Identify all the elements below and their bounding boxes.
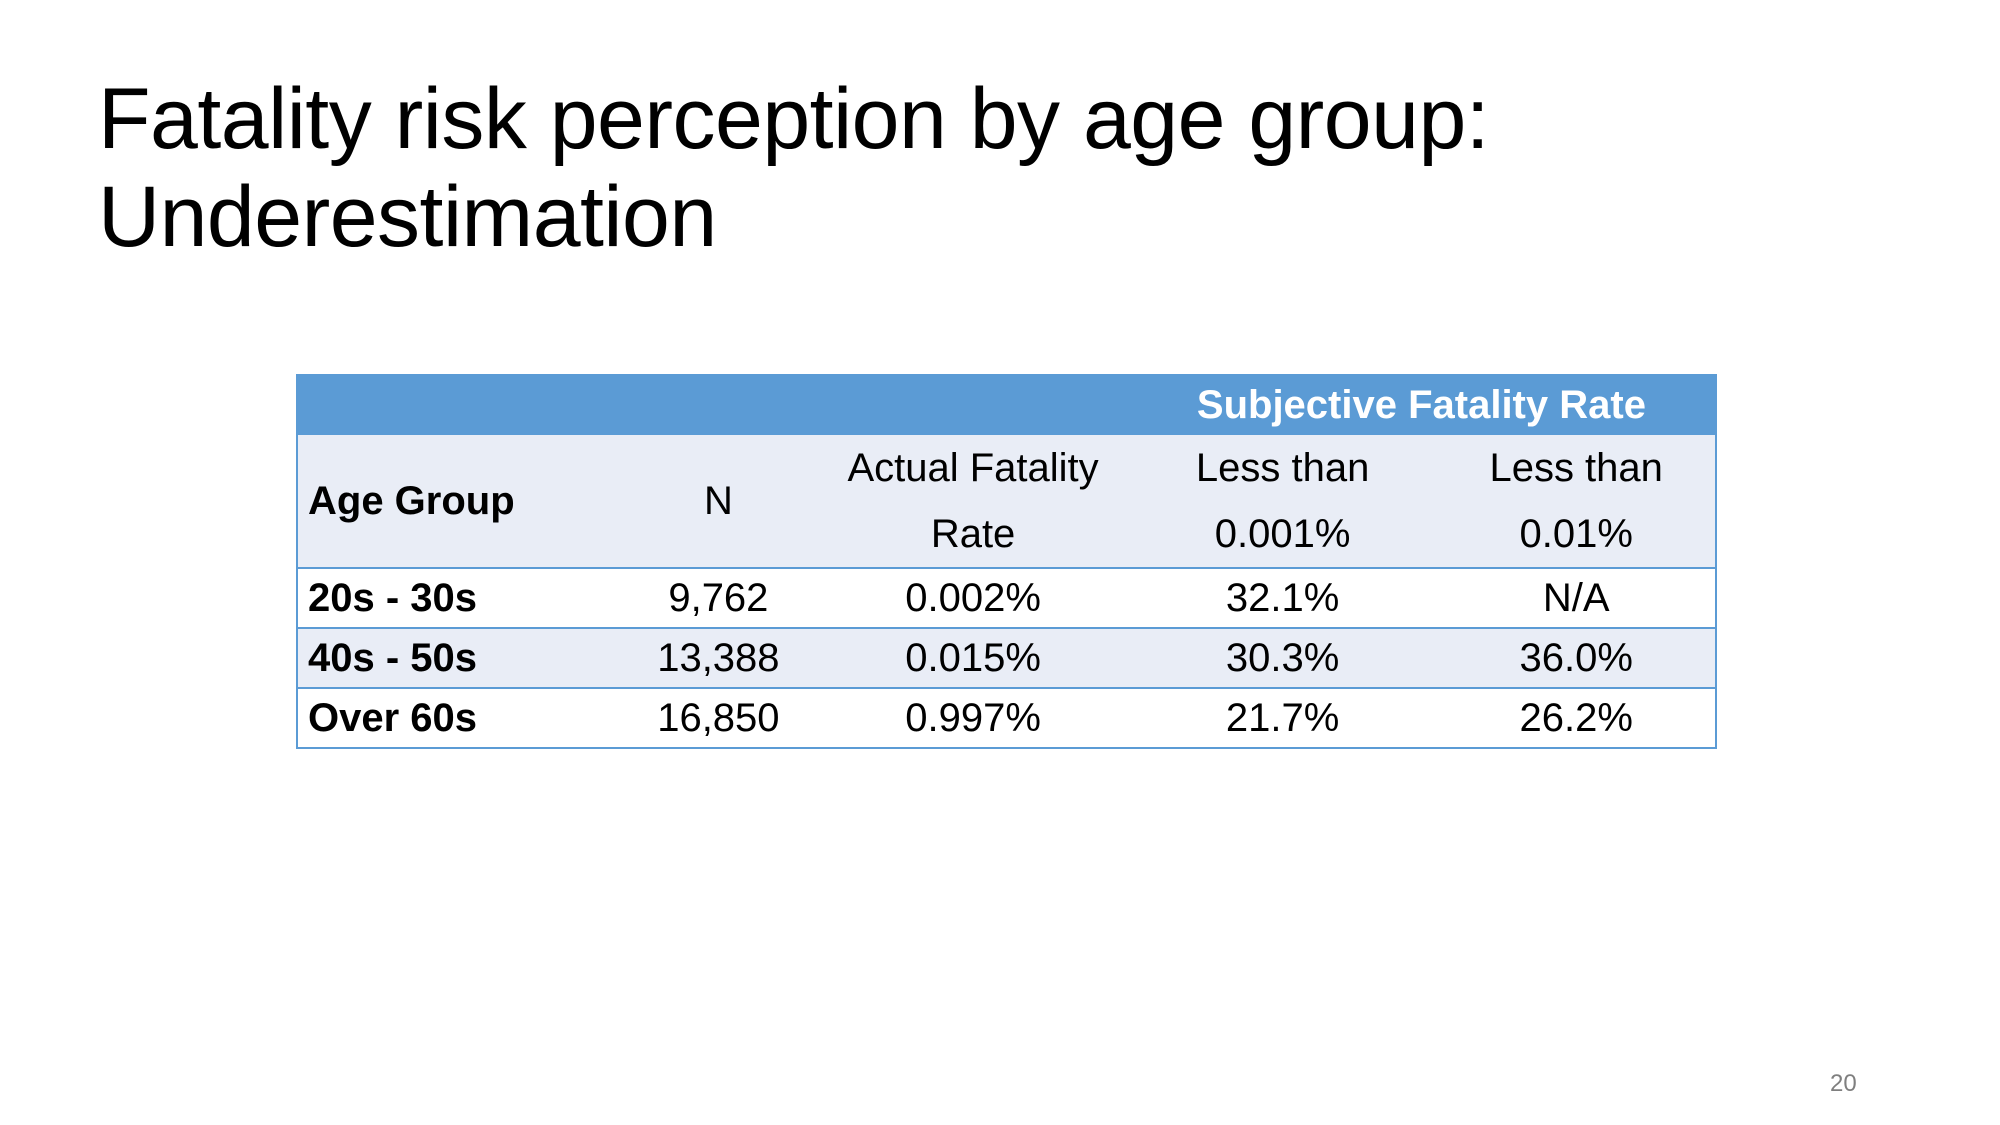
slide-title-line-1: Fatality risk perception by age group:: [98, 71, 1490, 167]
cell-less-than-001: 36.0%: [1437, 628, 1717, 689]
cell-actual-fatality-rate: 0.002%: [818, 568, 1128, 629]
cell-n: 9,762: [618, 568, 819, 629]
column-header-age-group: Age Group: [295, 435, 619, 569]
column-header-less-than-0001: Less than 0.001%: [1127, 435, 1438, 569]
cell-less-than-0001: 32.1%: [1127, 568, 1438, 629]
column-header-less-than-001: Less than 0.01%: [1437, 435, 1717, 569]
header-empty-cell: [295, 374, 619, 435]
cell-n: 16,850: [618, 688, 819, 749]
table-row: 20s - 30s 9,762 0.002% 32.1% N/A: [295, 568, 1717, 629]
column-header-line: Less than: [1195, 446, 1370, 490]
slide-title-line-2: Underestimation: [98, 169, 717, 265]
column-header-line: 0.001%: [1214, 512, 1351, 556]
cell-less-than-001: 26.2%: [1437, 688, 1717, 749]
table-row: Over 60s 16,850 0.997% 21.7% 26.2%: [295, 688, 1717, 749]
header-empty-cell: [618, 374, 819, 435]
header-empty-cell: [818, 374, 1128, 435]
cell-less-than-001: N/A: [1437, 568, 1717, 629]
table-column-header-row: Age Group N Actual Fatality Rate Less th…: [295, 435, 1717, 569]
cell-less-than-0001: 30.3%: [1127, 628, 1438, 689]
cell-n: 13,388: [618, 628, 819, 689]
column-header-line: Rate: [930, 512, 1016, 556]
column-header-line: Less than: [1489, 446, 1663, 490]
cell-less-than-0001: 21.7%: [1127, 688, 1438, 749]
fatality-rate-table: Subjective Fatality Rate Age Group N Act…: [295, 374, 1718, 749]
table-row: 40s - 50s 13,388 0.015% 30.3% 36.0%: [295, 628, 1717, 689]
table-group-header-row: Subjective Fatality Rate: [295, 374, 1718, 435]
column-header-line: 0.01%: [1519, 512, 1633, 556]
column-header-line: Actual Fatality: [847, 446, 1099, 490]
slide-title: Fatality risk perception by age group: U…: [98, 70, 1798, 266]
cell-age-group: Over 60s: [295, 688, 619, 749]
cell-age-group: 40s - 50s: [295, 628, 619, 689]
cell-actual-fatality-rate: 0.015%: [818, 628, 1128, 689]
cell-actual-fatality-rate: 0.997%: [818, 688, 1128, 749]
cell-age-group: 20s - 30s: [295, 568, 619, 629]
column-header-n: N: [618, 435, 819, 569]
subjective-fatality-rate-header: Subjective Fatality Rate: [1127, 374, 1718, 435]
page-number: 20: [1830, 1070, 1857, 1097]
column-header-actual-fatality-rate: Actual Fatality Rate: [818, 435, 1128, 569]
